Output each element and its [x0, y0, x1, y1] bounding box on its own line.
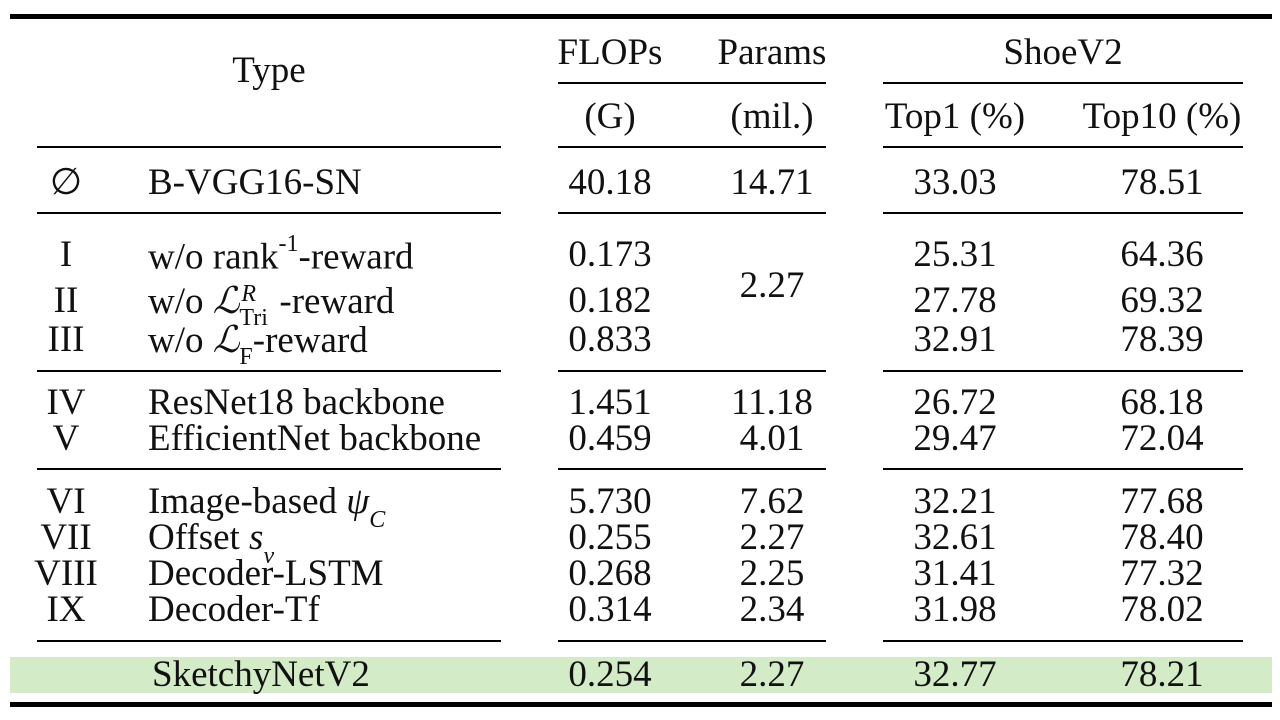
rule-3 — [37, 370, 501, 372]
row-top10: 78.51 — [1120, 162, 1204, 203]
row-flops: 0.254 — [568, 654, 652, 695]
row-top10: 78.21 — [1120, 654, 1204, 695]
params-header-rule — [558, 82, 826, 84]
row-desc: Image-based ψC — [148, 481, 386, 534]
row-flops: 0.268 — [568, 553, 652, 594]
row-desc: Offset sv — [148, 517, 275, 570]
row-params: 2.27 — [739, 517, 805, 558]
row-top1: 31.41 — [913, 553, 997, 594]
rule-1 — [558, 146, 826, 148]
rule-3 — [558, 370, 826, 372]
row-top1: 32.91 — [913, 319, 997, 360]
row-flops: 0.182 — [568, 280, 652, 321]
row-params: 7.62 — [739, 481, 805, 522]
row-desc: Decoder-LSTM — [148, 553, 384, 594]
header-flops-unit: (G) — [584, 96, 636, 137]
row-flops: 5.730 — [568, 481, 652, 522]
rule-5 — [37, 640, 501, 642]
row-top1: 32.77 — [913, 654, 997, 695]
row-desc: Decoder-Tf — [148, 589, 320, 630]
header-flops: FLOPs — [557, 32, 663, 73]
rule-1 — [37, 146, 501, 148]
row-top10: 77.32 — [1120, 553, 1204, 594]
shoev2-header-rule — [883, 82, 1243, 84]
rule-1 — [883, 146, 1243, 148]
header-type: Type — [232, 50, 306, 91]
row-top10: 78.39 — [1120, 319, 1204, 360]
row-top1: 25.31 — [913, 234, 997, 275]
row-params: 2.34 — [739, 589, 805, 630]
row-top1: 26.72 — [913, 382, 997, 423]
row-top10: 78.02 — [1120, 589, 1204, 630]
row-desc: w/o ℒF-reward — [148, 318, 368, 371]
group-params: 2.27 — [739, 265, 805, 306]
rule-4 — [883, 468, 1243, 470]
row-params: 2.25 — [739, 553, 805, 594]
row-desc: w/o ℒ R Tri -reward — [148, 279, 395, 331]
top-rule — [10, 14, 1272, 19]
rule-5 — [558, 640, 826, 642]
highlight-row-band — [10, 657, 1272, 693]
row-top1: 33.03 — [913, 162, 997, 203]
row-top1: 27.78 — [913, 280, 997, 321]
header-top1: Top1 (%) — [884, 96, 1026, 137]
row-top10: 77.68 — [1120, 481, 1204, 522]
rule-3 — [883, 370, 1243, 372]
row-flops: 1.451 — [568, 382, 652, 423]
row-desc: SketchyNetV2 — [152, 654, 370, 695]
row-id: I — [59, 234, 73, 275]
header-params-unit: (mil.) — [730, 96, 814, 137]
row-id: ∅ — [49, 162, 83, 203]
row-params: 4.01 — [739, 418, 805, 459]
row-id: II — [53, 280, 79, 321]
row-id: VI — [46, 481, 86, 522]
header-top10: Top10 (%) — [1082, 96, 1242, 137]
row-id: IX — [46, 589, 86, 630]
row-id: VII — [40, 517, 92, 558]
row-top1: 31.98 — [913, 589, 997, 630]
row-id: V — [52, 418, 80, 459]
header-params: Params — [717, 32, 827, 73]
row-top10: 78.40 — [1120, 517, 1204, 558]
row-flops: 0.255 — [568, 517, 652, 558]
row-top1: 32.21 — [913, 481, 997, 522]
row-id: III — [47, 319, 85, 360]
row-id: VIII — [34, 553, 98, 594]
row-params: 2.27 — [739, 654, 805, 695]
row-params: 14.71 — [730, 162, 814, 203]
row-top10: 64.36 — [1120, 234, 1204, 275]
rule-2 — [37, 212, 501, 214]
row-top1: 32.61 — [913, 517, 997, 558]
row-top10: 68.18 — [1120, 382, 1204, 423]
row-desc: ResNet18 backbone — [148, 382, 445, 423]
rule-2 — [883, 212, 1243, 214]
header-dataset: ShoeV2 — [1003, 32, 1123, 73]
rule-4 — [558, 468, 826, 470]
row-desc: EfficientNet backbone — [148, 418, 482, 459]
row-id: IV — [46, 382, 86, 423]
row-top10: 72.04 — [1120, 418, 1204, 459]
row-top1: 29.47 — [913, 418, 997, 459]
row-flops: 0.314 — [568, 589, 652, 630]
row-flops: 0.833 — [568, 319, 652, 360]
row-flops: 40.18 — [568, 162, 652, 203]
row-top10: 69.32 — [1120, 280, 1204, 321]
rule-5 — [883, 640, 1243, 642]
row-flops: 0.173 — [568, 234, 652, 275]
row-flops: 0.459 — [568, 418, 652, 459]
row-desc: B-VGG16-SN — [148, 162, 362, 203]
row-desc: w/o rank-1-reward — [148, 231, 414, 278]
rule-2 — [558, 212, 826, 214]
row-params: 11.18 — [731, 382, 813, 423]
rule-4 — [37, 468, 501, 470]
bottom-rule — [10, 702, 1272, 707]
